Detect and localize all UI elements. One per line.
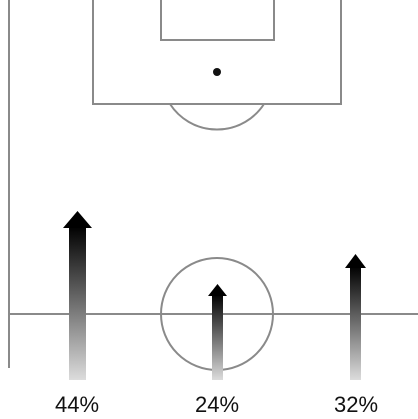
- penalty-arc: [169, 103, 265, 131]
- arrow-left: [63, 211, 92, 380]
- right-arrow-percentage: 32%: [333, 392, 379, 417]
- up-arrow-icon: [63, 211, 92, 228]
- arrow-shaft: [350, 266, 361, 380]
- left-arrow-percentage: 44%: [54, 392, 100, 417]
- up-arrow-icon: [345, 254, 366, 268]
- penalty-area: [92, 0, 342, 105]
- arrow-shaft: [212, 294, 223, 380]
- up-arrow-icon: [208, 284, 227, 296]
- center-arrow-percentage: 24%: [194, 392, 240, 417]
- penalty-spot-icon: [213, 68, 221, 76]
- goal-area: [160, 0, 275, 41]
- arrow-shaft: [69, 226, 86, 380]
- arrow-center: [208, 284, 227, 380]
- arrow-right: [345, 254, 366, 380]
